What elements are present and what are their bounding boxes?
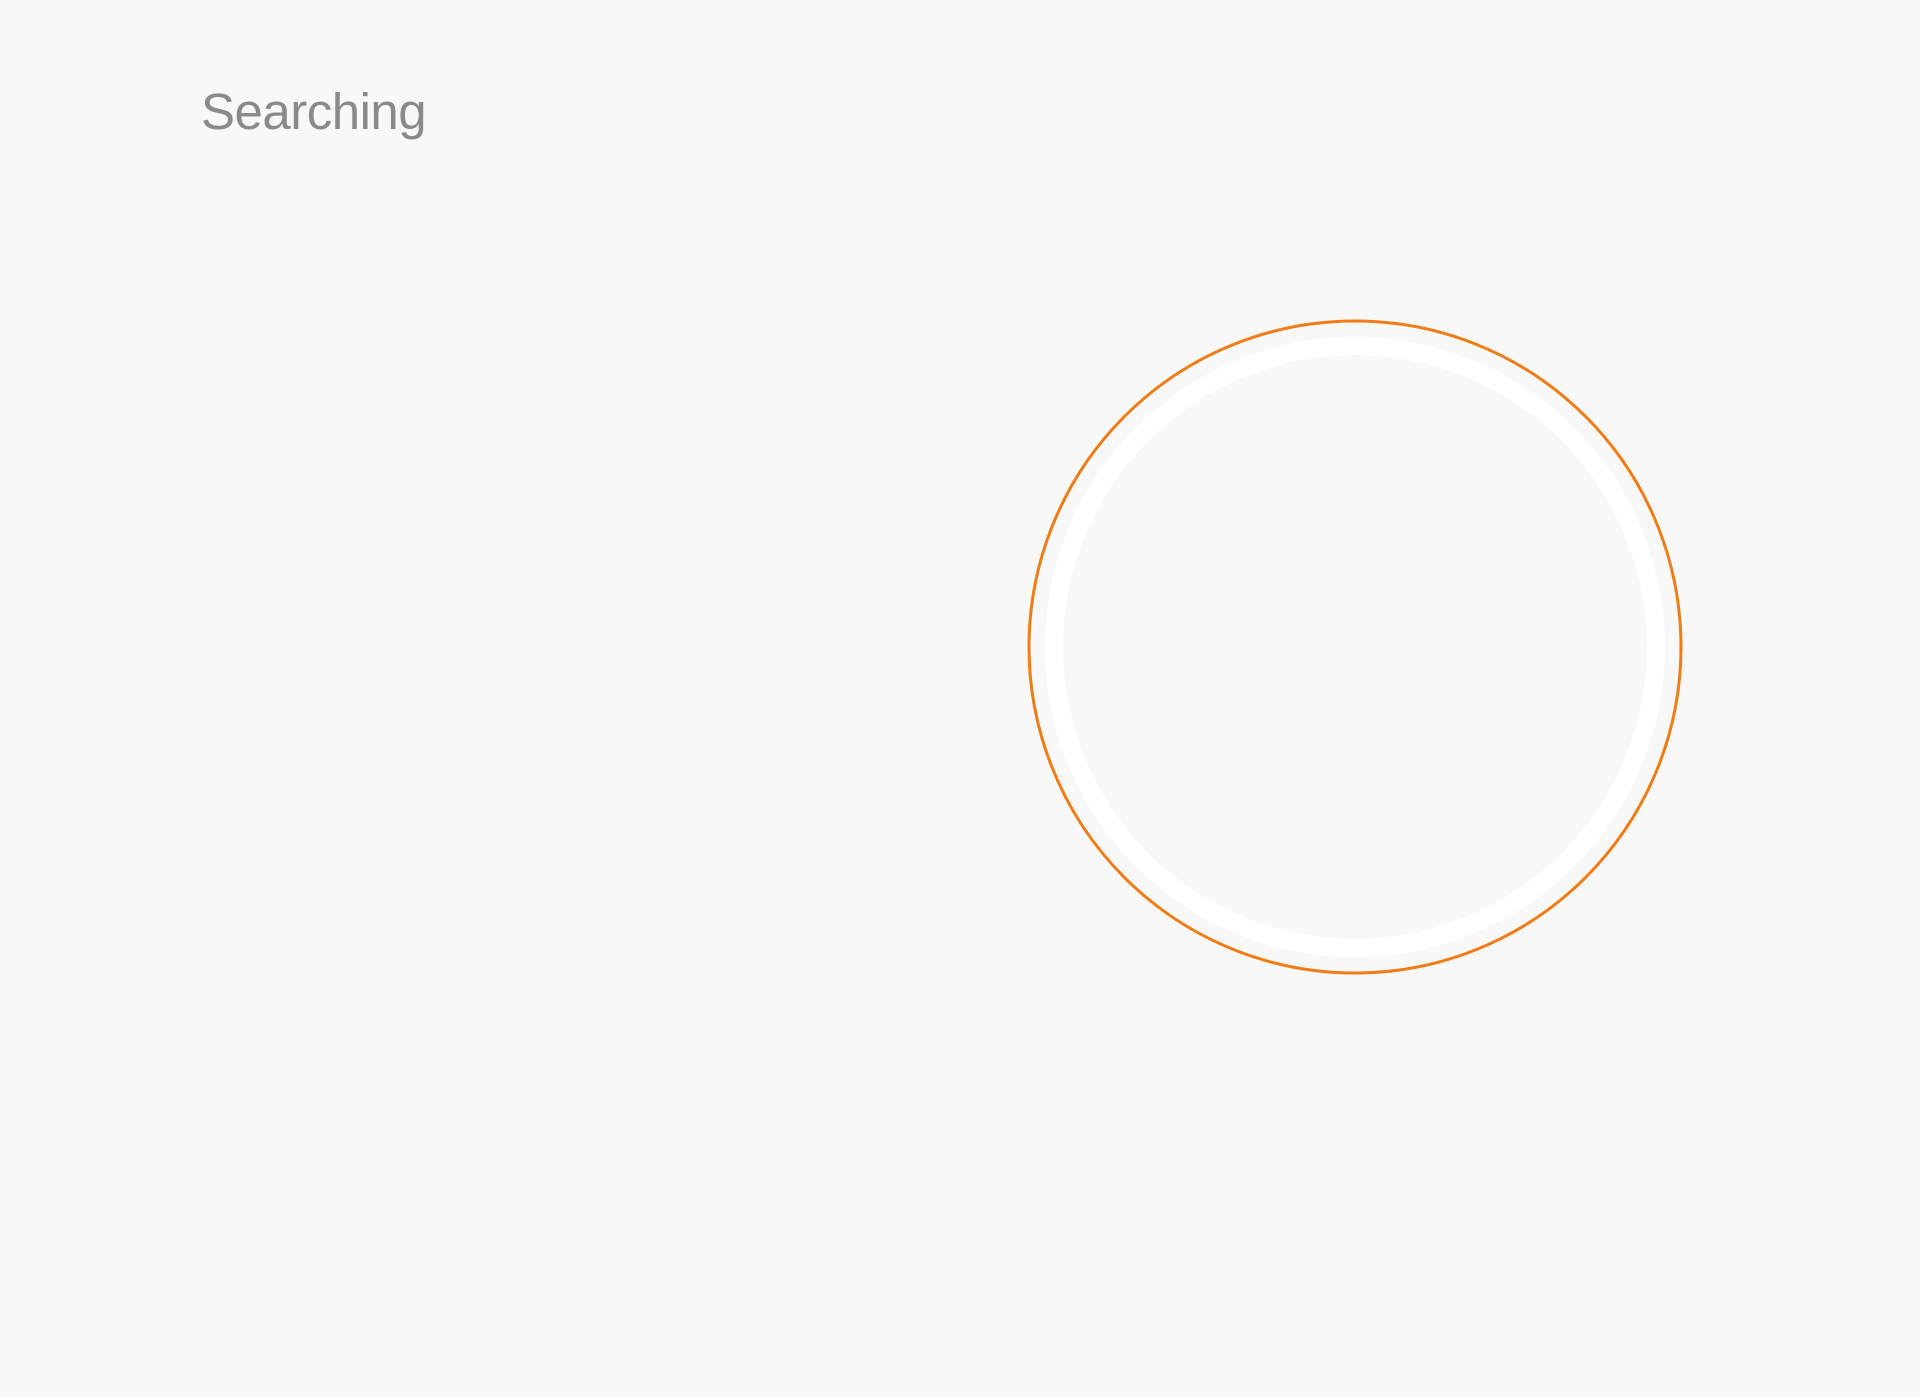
searching-indicator — [1026, 318, 1684, 976]
searching-ring-icon — [1027, 319, 1683, 975]
searching-status-label: Searching — [201, 83, 427, 140]
